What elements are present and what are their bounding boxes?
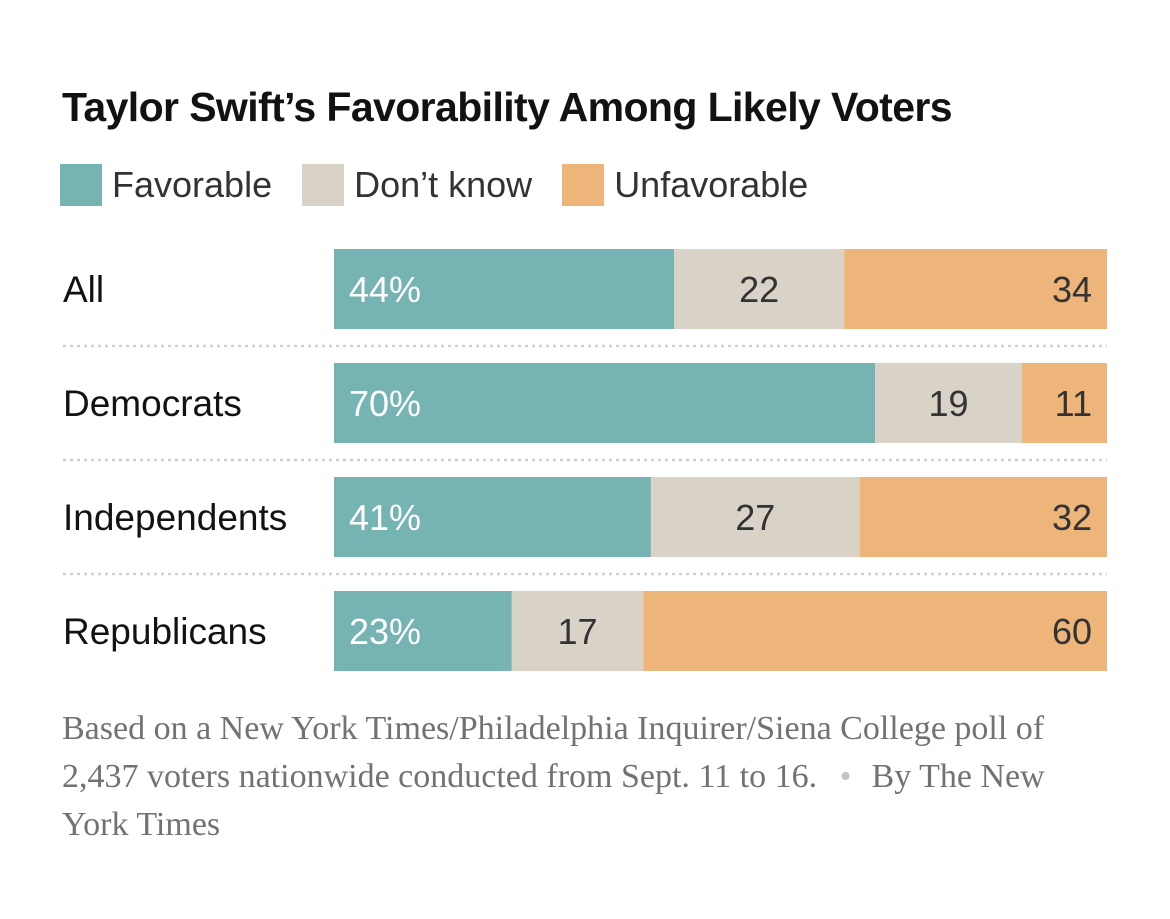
- legend-item-favorable: Favorable: [60, 164, 272, 206]
- bar-democrats-favorable: [334, 363, 876, 443]
- separator-dot: •: [839, 758, 852, 795]
- category-label-democrats: Democrats: [63, 383, 242, 424]
- value-label-independents-unfavorable: 32: [1052, 497, 1092, 538]
- source-note-text: Based on a New York Times/Philadelphia I…: [62, 710, 1045, 795]
- legend-label-favorable: Favorable: [112, 164, 273, 205]
- value-label-all-don-t-know: 22: [739, 269, 779, 310]
- legend-swatch-favorable: [60, 164, 102, 206]
- legend-label-unfavorable: Unfavorable: [614, 164, 809, 205]
- stacked-bar-chart: All 44% 22 34 Democrats 70% 19 11 Independents 41…: [63, 249, 1107, 671]
- value-label-republicans-don-t-know: 17: [557, 611, 597, 652]
- bar-democrats-unfavorable: [1021, 363, 1107, 443]
- value-label-republicans-unfavorable: 60: [1052, 611, 1092, 652]
- source-note: Based on a New York Times/Philadelphia I…: [62, 705, 1102, 849]
- value-label-democrats-don-t-know: 19: [929, 383, 969, 424]
- value-label-all-favorable: 44%: [349, 269, 421, 310]
- legend-item-unfavorable: Unfavorable: [562, 164, 808, 206]
- bar-republicans-favorable: [334, 591, 512, 671]
- legend-item-dont-know: Don’t know: [302, 164, 532, 206]
- bar-independents-don-t-know: [650, 477, 860, 557]
- legend: Favorable Don’t know Unfavorable: [60, 164, 838, 206]
- value-label-independents-don-t-know: 27: [735, 497, 775, 538]
- chart-title: Taylor Swift’s Favorability Among Likely…: [62, 84, 953, 130]
- legend-swatch-unfavorable: [562, 164, 605, 206]
- legend-swatch-dont-know: [302, 164, 345, 206]
- category-label-all: All: [63, 269, 104, 310]
- bar-all-unfavorable: [844, 249, 1107, 329]
- bar-independents-favorable: [334, 477, 651, 557]
- byline: By The New York Times: [62, 758, 1045, 843]
- bar-republicans-unfavorable: [643, 591, 1107, 671]
- bar-republicans-don-t-know: [511, 591, 644, 671]
- bar-democrats-don-t-know: [875, 363, 1022, 443]
- value-label-republicans-favorable: 23%: [349, 611, 421, 652]
- category-label-independents: Independents: [63, 497, 287, 538]
- value-label-democrats-unfavorable: 11: [1055, 383, 1092, 424]
- bar-all-don-t-know: [674, 249, 845, 329]
- value-label-independents-favorable: 41%: [349, 497, 421, 538]
- value-label-all-unfavorable: 34: [1052, 269, 1092, 310]
- legend-label-dont-know: Don’t know: [354, 164, 533, 205]
- bar-all-favorable: [334, 249, 675, 329]
- value-label-democrats-favorable: 70%: [349, 383, 421, 424]
- bar-independents-unfavorable: [859, 477, 1107, 557]
- category-label-republicans: Republicans: [63, 611, 267, 652]
